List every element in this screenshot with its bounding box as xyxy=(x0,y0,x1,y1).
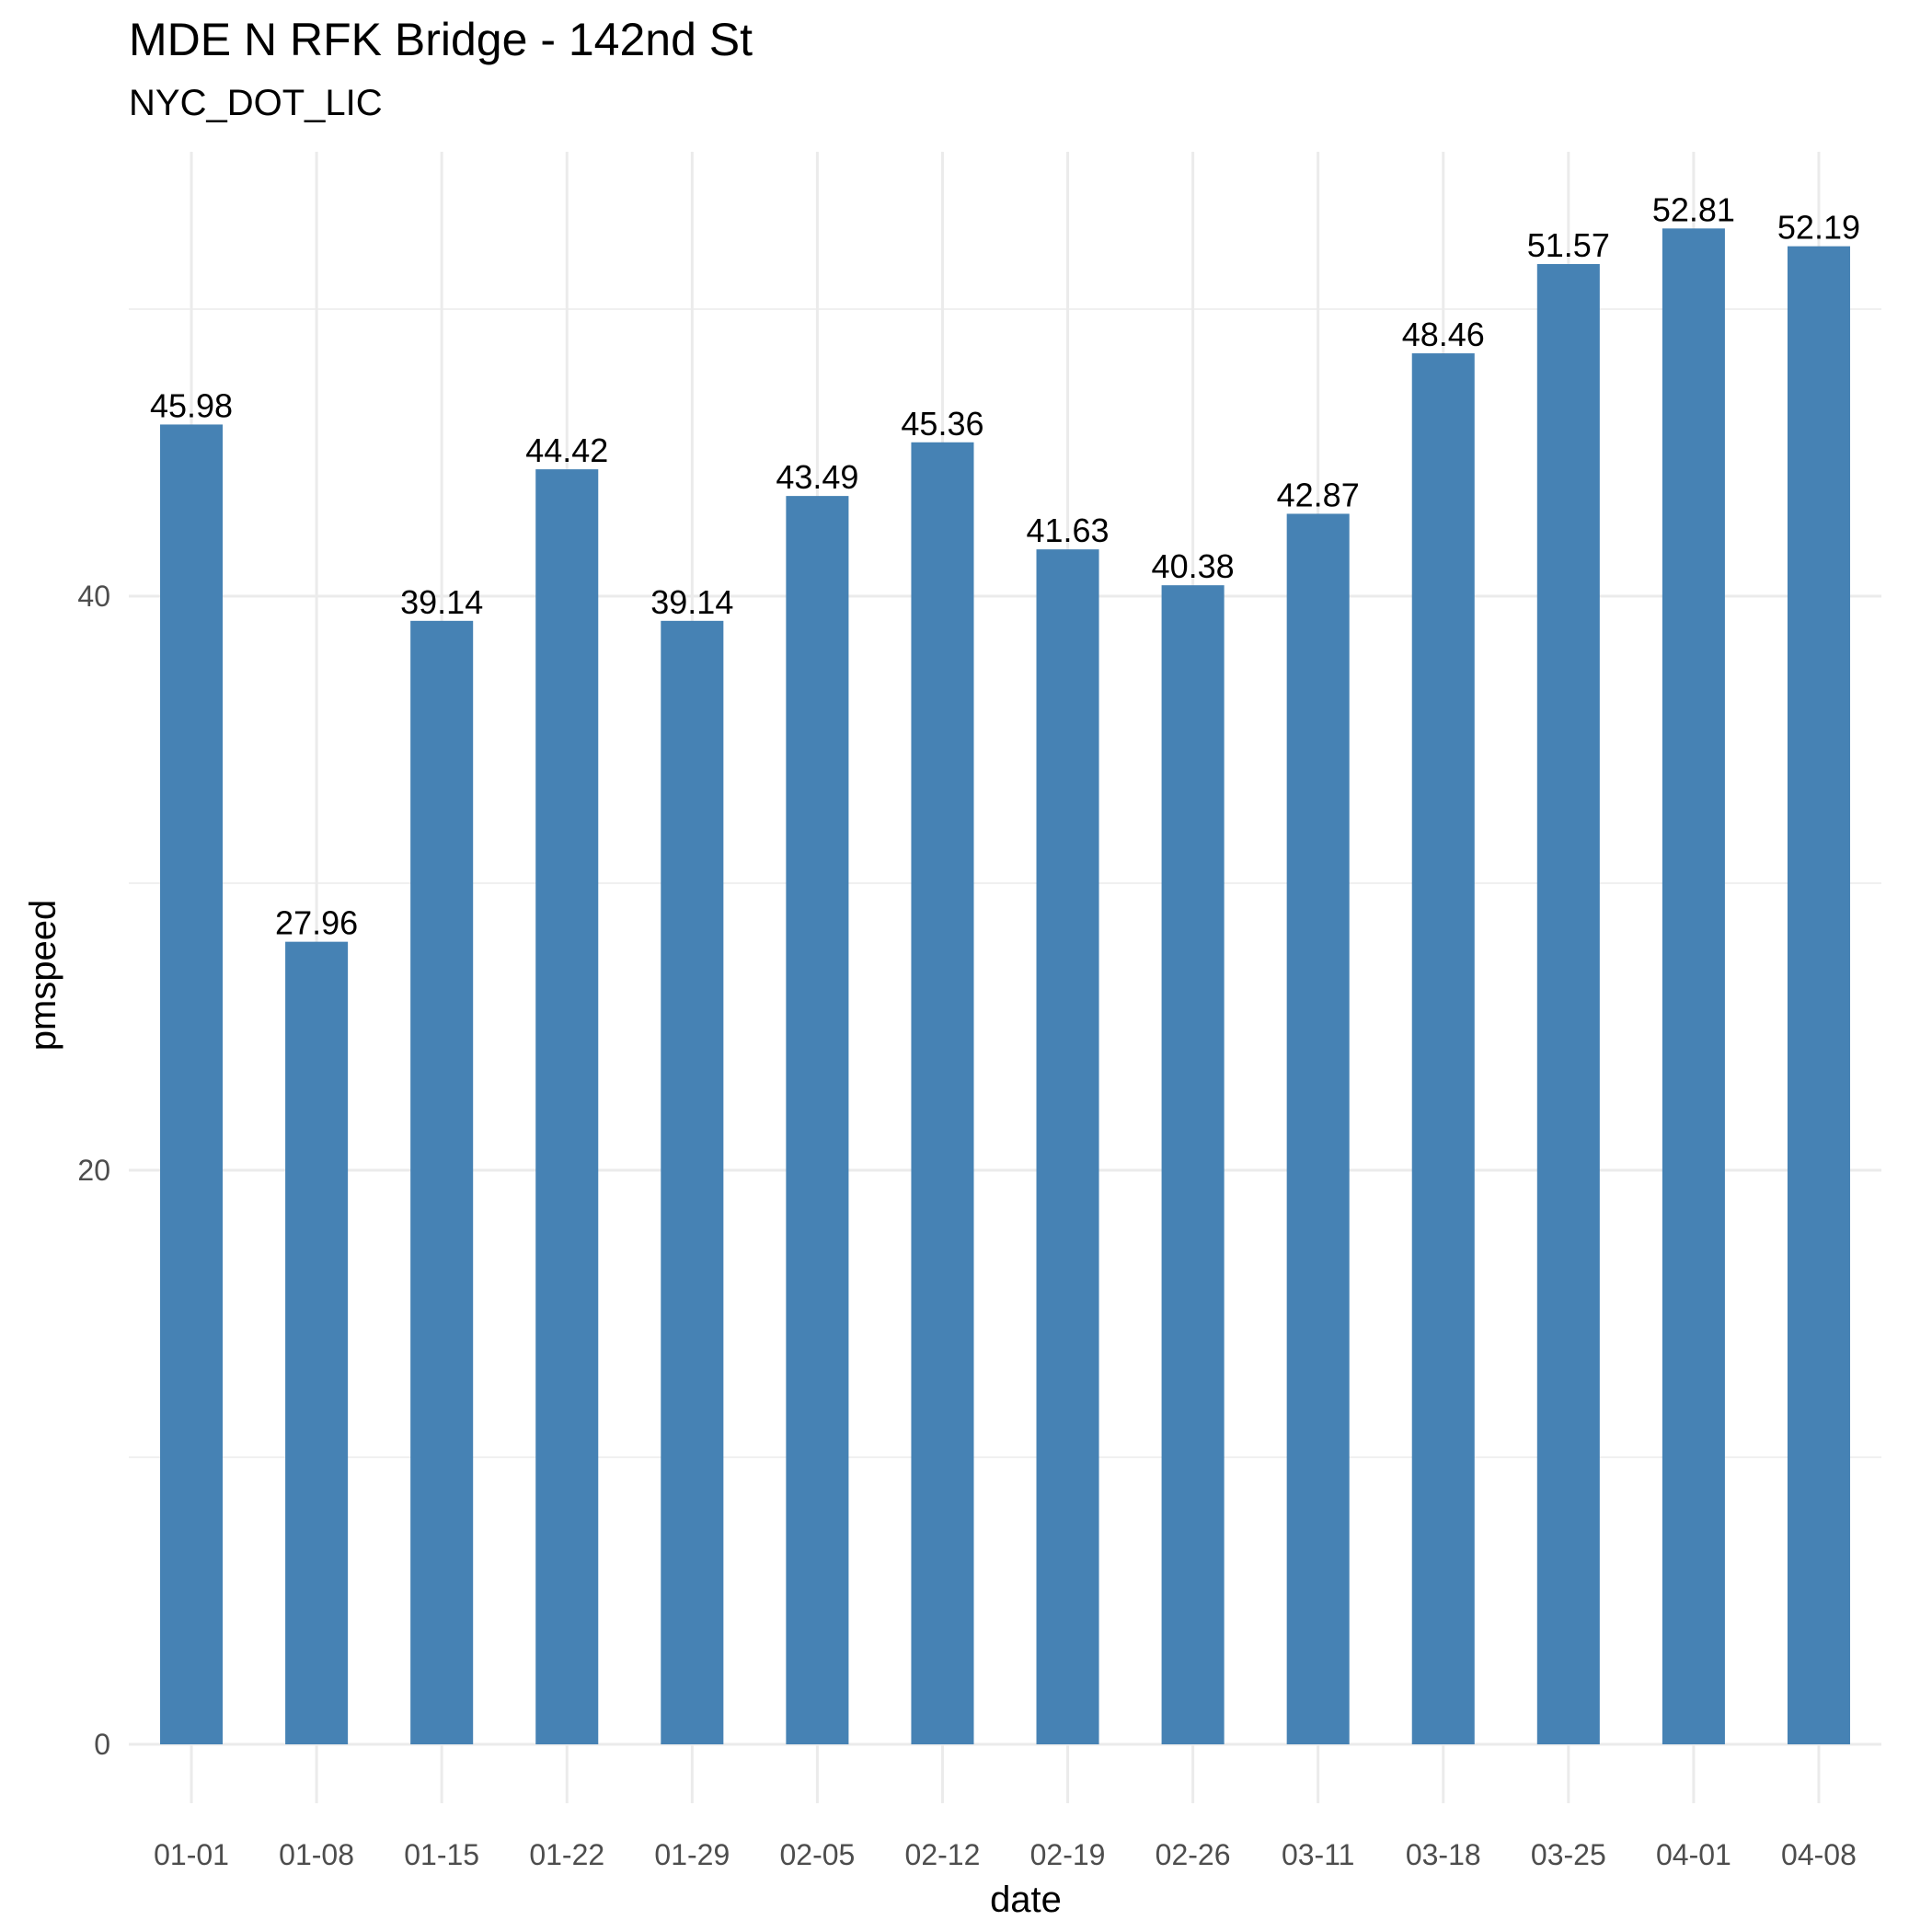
chart-subtitle: NYC_DOT_LIC xyxy=(129,83,383,123)
x-tick-label: 01-01 xyxy=(154,1838,229,1871)
data-label: 27.96 xyxy=(275,904,358,942)
x-tick-label: 02-12 xyxy=(905,1838,981,1871)
bar xyxy=(1787,246,1850,1744)
y-tick-label: 0 xyxy=(94,1728,110,1761)
data-label: 45.98 xyxy=(150,386,233,424)
data-label: 51.57 xyxy=(1527,226,1610,264)
x-tick-label: 03-11 xyxy=(1282,1838,1354,1871)
x-tick-label: 02-26 xyxy=(1156,1838,1231,1871)
bar xyxy=(911,442,974,1744)
bar xyxy=(410,620,474,1744)
x-tick-label: 01-22 xyxy=(529,1838,604,1871)
y-tick-label: 20 xyxy=(77,1154,110,1187)
y-tick-label: 40 xyxy=(77,580,110,613)
bar xyxy=(1286,513,1350,1744)
x-tick-labels: 01-01 01-08 01-15 01-22 01-29 02-05 02-12 02-19… xyxy=(154,1838,1857,1871)
data-label: 39.14 xyxy=(650,583,733,621)
bar xyxy=(1662,228,1725,1744)
bar xyxy=(661,620,724,1744)
bar xyxy=(1036,549,1099,1744)
x-tick-label: 01-08 xyxy=(279,1838,354,1871)
bar xyxy=(1161,585,1225,1744)
bar xyxy=(786,496,849,1744)
bars xyxy=(160,228,1850,1745)
data-label: 42.87 xyxy=(1277,476,1360,513)
bar xyxy=(535,469,599,1745)
data-labels: 45.98 27.96 39.14 44.42 39.14 43.49 45.36 41.63… xyxy=(150,190,1860,941)
x-tick-label: 01-29 xyxy=(654,1838,730,1871)
grid-lines xyxy=(129,152,1881,1803)
data-label: 41.63 xyxy=(1026,512,1109,549)
data-label: 43.49 xyxy=(776,458,858,496)
x-tick-label: 01-15 xyxy=(404,1838,479,1871)
x-tick-label: 02-05 xyxy=(779,1838,855,1871)
data-label: 44.42 xyxy=(525,431,608,469)
data-label: 48.46 xyxy=(1402,316,1485,353)
x-axis-title: date xyxy=(990,1880,1062,1920)
data-label: 52.19 xyxy=(1777,209,1860,247)
bar xyxy=(1411,353,1475,1745)
y-tick-labels: 0 20 40 xyxy=(77,580,110,1761)
data-label: 52.81 xyxy=(1652,190,1735,228)
bar xyxy=(1536,264,1600,1744)
x-tick-label: 04-01 xyxy=(1656,1838,1731,1871)
bar xyxy=(285,941,349,1744)
chart-title: MDE N RFK Bridge - 142nd St xyxy=(129,14,753,65)
bar xyxy=(160,424,224,1744)
x-tick-label: 02-19 xyxy=(1030,1838,1106,1871)
y-axis-title: pmspeed xyxy=(23,900,63,1052)
x-tick-label: 04-08 xyxy=(1781,1838,1857,1871)
data-label: 39.14 xyxy=(400,583,483,621)
x-tick-label: 03-25 xyxy=(1531,1838,1606,1871)
x-tick-label: 03-18 xyxy=(1406,1838,1481,1871)
data-label: 45.36 xyxy=(901,405,983,443)
data-label: 40.38 xyxy=(1152,547,1235,585)
